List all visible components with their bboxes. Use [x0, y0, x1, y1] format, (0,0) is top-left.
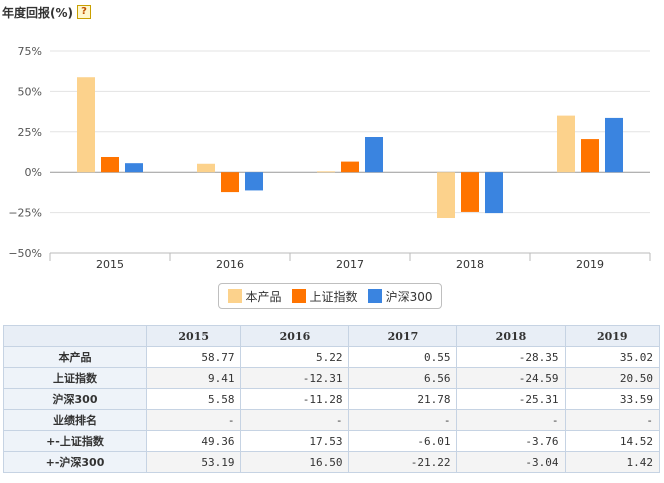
- help-icon[interactable]: ?: [77, 5, 91, 19]
- y-tick-label: 50%: [18, 85, 42, 98]
- x-tick-label: 2015: [96, 258, 124, 271]
- bar-沪深300: [125, 163, 143, 173]
- legend-label: 沪深300: [385, 289, 433, 304]
- y-tick-label: 75%: [18, 45, 42, 58]
- table-cell: 35.02: [564, 346, 660, 368]
- table-cell: -28.35: [456, 346, 566, 368]
- row-label: 业绩排名: [3, 409, 147, 431]
- table-cell: 1.42: [564, 451, 660, 473]
- legend-swatch-icon: [291, 289, 306, 303]
- column-header: 2017: [348, 325, 458, 347]
- chart-legend: 本产品 上证指数 沪深300: [218, 283, 442, 309]
- row-label: +-上证指数: [3, 430, 147, 452]
- table-row: +-上证指数 49.36 17.53 -6.01 -3.76 14.52: [3, 430, 660, 452]
- table-row: 本产品 58.77 5.22 0.55 -28.35 35.02: [3, 346, 660, 368]
- table-cell: -: [564, 409, 660, 431]
- table-row: +-沪深300 53.19 16.50 -21.22 -3.04 1.42: [3, 451, 660, 473]
- table-cell: -24.59: [456, 367, 566, 389]
- table-cell: 9.41: [145, 367, 242, 389]
- bar-本产品: [197, 163, 215, 173]
- table-cell: 0.55: [348, 346, 458, 368]
- bar-沪深300: [365, 137, 383, 173]
- y-tick-label: 25%: [18, 126, 42, 139]
- x-tick-label: 2019: [576, 258, 604, 271]
- table-cell: 5.22: [240, 346, 350, 368]
- x-tick-label: 2017: [336, 258, 364, 271]
- table-cell: 17.53: [240, 430, 350, 452]
- row-label: +-沪深300: [3, 451, 147, 473]
- table-cell: 33.59: [564, 388, 660, 410]
- bar-沪深300: [485, 172, 503, 214]
- table-cell: -11.28: [240, 388, 350, 410]
- chart-title: 年度回报(%): [2, 5, 73, 20]
- annual-return-chart: 75% 50% 25% 0% −25% −50% 2015 2016 2017 2018 2019: [8, 45, 651, 271]
- legend-label: 上证指数: [309, 289, 358, 304]
- bar-上证指数: [341, 161, 359, 173]
- table-header-row: 2015 2016 2017 2018 2019: [3, 325, 660, 347]
- table-cell: 53.19: [145, 451, 242, 473]
- table-cell: 16.50: [240, 451, 350, 473]
- column-header: 2019: [564, 325, 660, 347]
- legend-item-shanghai-index[interactable]: 上证指数: [291, 288, 358, 305]
- table-cell: -12.31: [240, 367, 350, 389]
- legend-item-product[interactable]: 本产品: [227, 288, 282, 305]
- y-tick-label: 0%: [25, 166, 42, 179]
- legend-label: 本产品: [245, 289, 282, 304]
- x-tick-label: 2016: [216, 258, 244, 271]
- table-cell: -21.22: [348, 451, 458, 473]
- column-header: 2015: [145, 325, 242, 347]
- table-row: 业绩排名 - - - - -: [3, 409, 660, 431]
- table-cell: 5.58: [145, 388, 242, 410]
- bar-上证指数: [221, 172, 239, 193]
- y-tick-label: −25%: [8, 207, 42, 220]
- row-label: 本产品: [3, 346, 147, 368]
- table-cell: 58.77: [145, 346, 242, 368]
- table-cell: -: [145, 409, 242, 431]
- bar-上证指数: [581, 139, 599, 173]
- table-cell: 20.50: [564, 367, 660, 389]
- table-cell: 6.56: [348, 367, 458, 389]
- row-label: 沪深300: [3, 388, 147, 410]
- bar-本产品: [557, 115, 575, 173]
- table-cell: -25.31: [456, 388, 566, 410]
- table-cell: -3.04: [456, 451, 566, 473]
- table-cell: -: [240, 409, 350, 431]
- table-cell: -: [456, 409, 566, 431]
- bar-沪深300: [245, 172, 263, 191]
- table-row: 沪深300 5.58 -11.28 21.78 -25.31 33.59: [3, 388, 660, 410]
- row-label: 上证指数: [3, 367, 147, 389]
- legend-item-csi300[interactable]: 沪深300: [367, 288, 433, 305]
- table-cell: -6.01: [348, 430, 458, 452]
- bar-沪深300: [605, 117, 623, 173]
- x-tick-label: 2018: [456, 258, 484, 271]
- legend-swatch-icon: [227, 289, 242, 303]
- column-header: 2016: [240, 325, 350, 347]
- chart-header: 年度回报(%) ?: [2, 3, 91, 21]
- column-header: 2018: [456, 325, 566, 347]
- bar-本产品: [437, 172, 455, 219]
- bar-上证指数: [101, 156, 119, 173]
- table-corner-cell: [3, 325, 147, 347]
- table-body: 本产品 58.77 5.22 0.55 -28.35 35.02 上证指数 9.41 -12.3…: [3, 346, 660, 473]
- table-cell: 21.78: [348, 388, 458, 410]
- table-cell: -3.76: [456, 430, 566, 452]
- table-row: 上证指数 9.41 -12.31 6.56 -24.59 20.50: [3, 367, 660, 389]
- table-cell: 49.36: [145, 430, 242, 452]
- bar-本产品: [77, 77, 95, 173]
- table-cell: 14.52: [564, 430, 660, 452]
- bar-上证指数: [461, 172, 479, 212]
- y-tick-label: −50%: [8, 247, 42, 260]
- annual-return-table: 2015 2016 2017 2018 2019 本产品 58.77 5.22 0.5…: [3, 325, 660, 473]
- bar-本产品: [317, 171, 335, 173]
- table-cell: -: [348, 409, 458, 431]
- legend-swatch-icon: [367, 289, 382, 303]
